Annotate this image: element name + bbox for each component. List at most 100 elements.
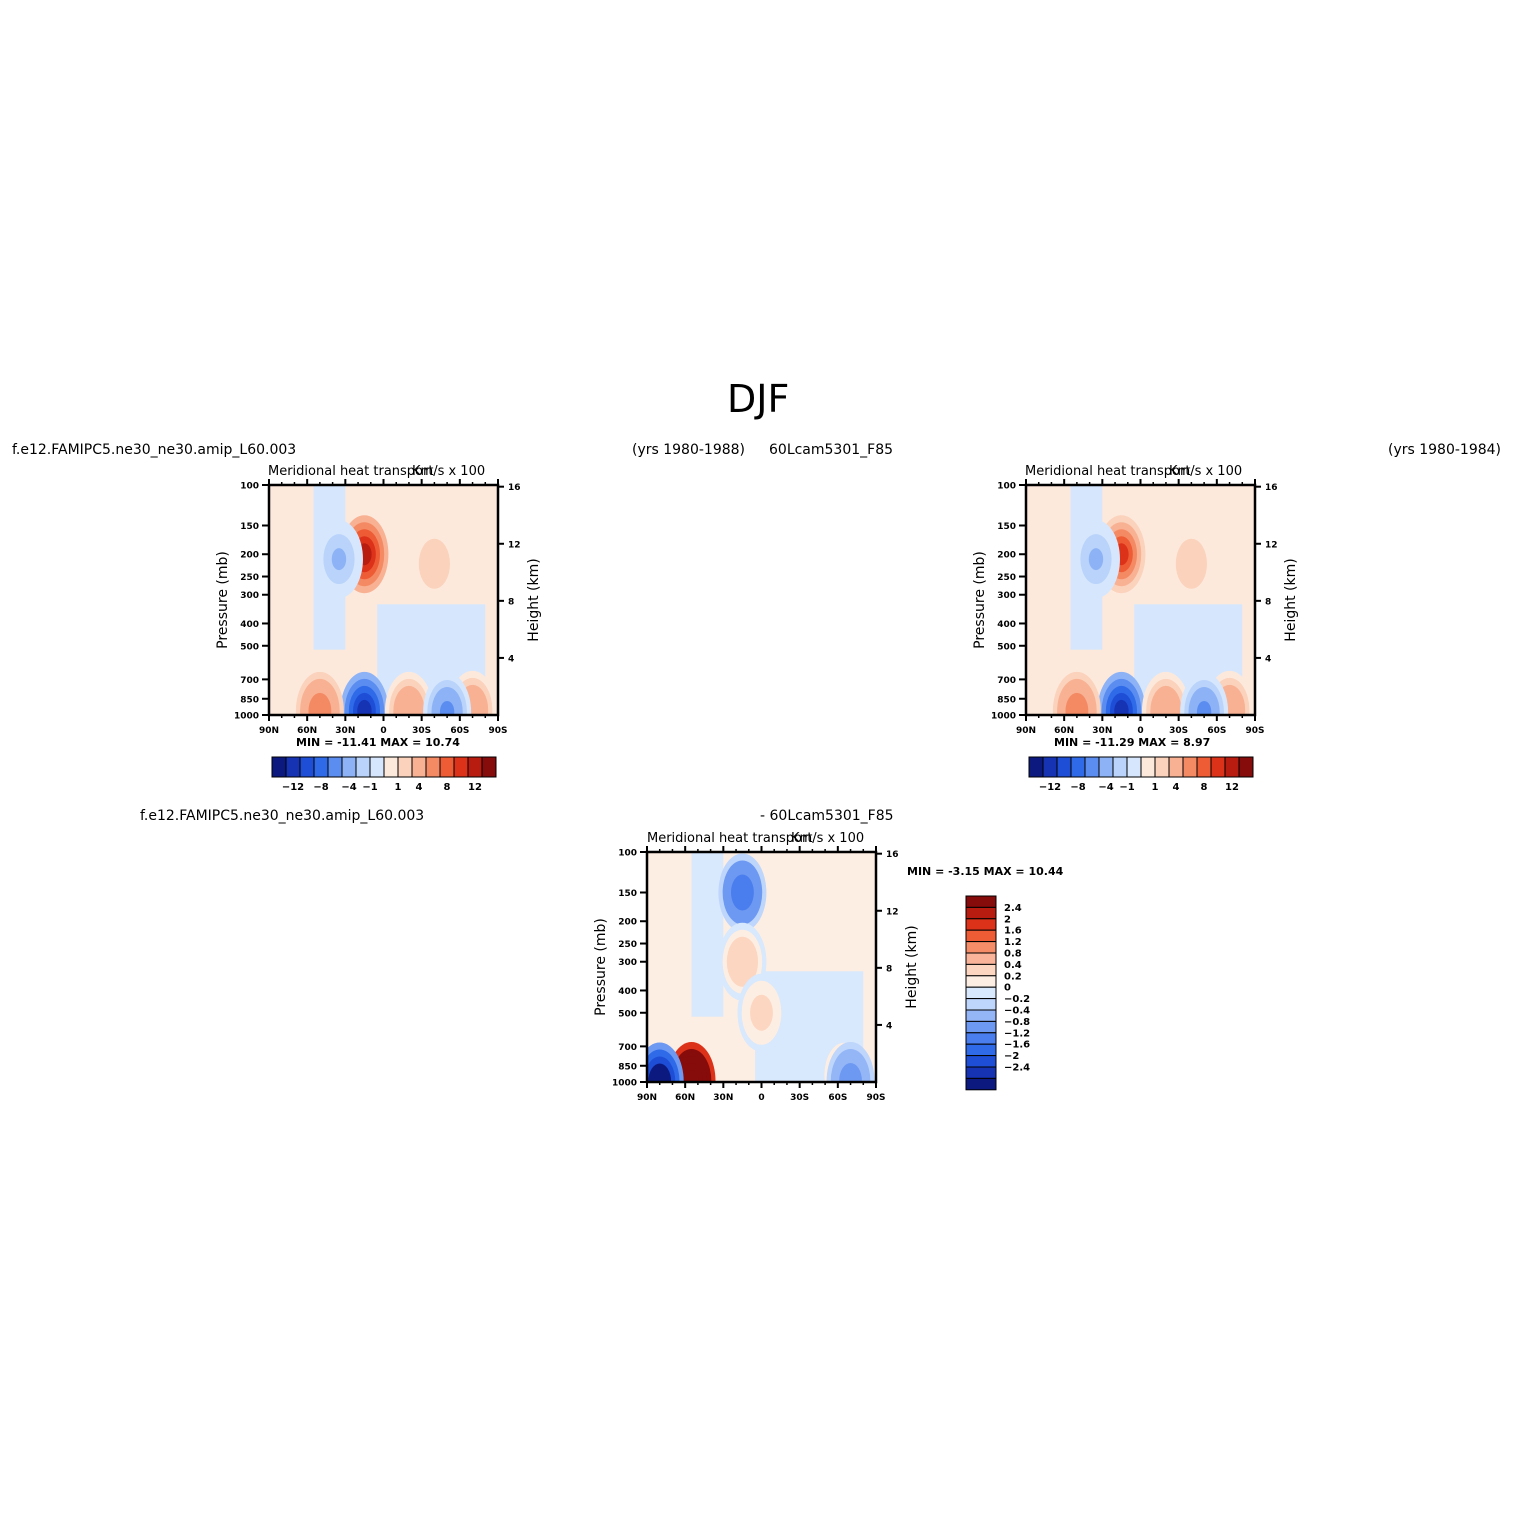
colorbar-swatch (965, 906, 997, 920)
y-right-tick-label: 16 (1265, 483, 1278, 493)
colorbar-swatch (481, 756, 497, 778)
colorbar-swatch (965, 941, 997, 954)
colorbar-swatch (965, 1032, 997, 1045)
y-axis-label: Pressure (mb) (593, 918, 609, 1016)
y-tick-label: 100 (240, 482, 259, 492)
contour-feature-6 (843, 1069, 858, 1082)
colorbar-swatch (369, 756, 385, 778)
colorbar-swatch (1084, 756, 1100, 778)
colorbar-label: 4 (1173, 782, 1180, 793)
colorbar-label: 0.2 (1004, 971, 1022, 982)
panel-2-field (1026, 485, 1255, 715)
x-tick-label: 60N (297, 726, 317, 736)
y-right-tick-label: 4 (1265, 654, 1271, 664)
panel-3-colorbar: 2.421.61.20.80.40.20−0.2−0.4−0.8−1.2−1.6… (965, 895, 1030, 1091)
colorbar-label: 12 (1225, 782, 1239, 793)
colorbar-label: 2.4 (1004, 903, 1022, 914)
colorbar-label: −8 (313, 782, 328, 793)
x-tick-label: 0 (380, 726, 386, 736)
panel-1-plot: 100 150 200 250 300 400 500 700 850 1000 16 12 8 4 90N… (215, 479, 542, 736)
y-right-tick-label: 12 (508, 540, 521, 550)
colorbar-label: 2 (1004, 914, 1011, 925)
y-right-tick-label: 8 (886, 964, 892, 974)
colorbar-swatch (965, 895, 997, 908)
colorbar-label: 0.4 (1004, 960, 1022, 971)
colorbar-swatch (1168, 756, 1184, 778)
colorbar-swatch (1056, 756, 1072, 778)
colorbar-swatch (965, 918, 997, 931)
x-tick-label: 60N (675, 1093, 695, 1103)
contour-feature-3 (401, 699, 417, 715)
x-tick-label: 90S (866, 1093, 885, 1103)
contour-feature-4 (754, 1001, 769, 1024)
colorbar-swatch (965, 975, 997, 988)
contour-feature-0 (684, 1069, 699, 1082)
x-tick-label: 30S (790, 1093, 809, 1103)
colorbar-label: −4 (341, 782, 356, 793)
colorbar-swatch (453, 756, 469, 778)
colorbar-swatch (327, 756, 343, 778)
y-axis-label: Pressure (mb) (215, 551, 231, 649)
x-tick-label: 90S (488, 726, 507, 736)
y-tick-label: 1000 (991, 712, 1016, 722)
colorbar-swatch (965, 1055, 997, 1068)
panel-1-units: Km/s x 100 (412, 464, 486, 479)
colorbar-label: −1 (362, 782, 377, 793)
panel-2-title: Meridional heat transport (1025, 464, 1191, 479)
years-label-test: (yrs 1980-1988) (632, 442, 746, 458)
colorbar-label: −1.2 (1004, 1028, 1030, 1039)
panel-2-units: Km/s x 100 (1169, 464, 1243, 479)
colorbar-label: −2 (1004, 1051, 1019, 1062)
y-tick-label: 400 (618, 987, 637, 997)
panel-2-stats: MIN = -11.29 MAX = 8.97 (1054, 736, 1211, 749)
colorbar-swatch (1070, 756, 1086, 778)
contour-feature-2 (735, 881, 750, 904)
colorbar-swatch (467, 756, 483, 778)
colorbar-label: 1 (1152, 782, 1159, 793)
x-tick-label: 30S (412, 726, 431, 736)
panel-3-stats: MIN = -3.15 MAX = 10.44 (907, 865, 1064, 878)
colorbar-swatch (271, 756, 287, 778)
colorbar-swatch (341, 756, 357, 778)
colorbar-label: −1 (1119, 782, 1134, 793)
x-tick-label: 30N (1092, 726, 1112, 736)
colorbar-swatch (1112, 756, 1128, 778)
page-title: DJF (727, 377, 790, 421)
panel-3-title: Meridional heat transport (647, 831, 813, 846)
x-tick-label: 0 (758, 1093, 764, 1103)
y-right-axis-label: Height (km) (526, 558, 542, 641)
y-tick-label: 250 (240, 573, 259, 583)
colorbar-label: 1 (395, 782, 402, 793)
colorbar-swatch (965, 1043, 997, 1057)
y-right-axis-label: Height (km) (1283, 558, 1299, 641)
panel-1-field (269, 485, 498, 715)
colorbar-swatch (383, 756, 399, 778)
y-right-tick-label: 8 (1265, 597, 1271, 607)
y-tick-label: 850 (997, 695, 1016, 705)
contour-feature-2 (1069, 699, 1085, 715)
y-tick-label: 200 (240, 551, 259, 561)
colorbar-swatch (1028, 756, 1044, 778)
y-tick-label: 250 (997, 573, 1016, 583)
x-tick-label: 30N (335, 726, 355, 736)
colorbar-swatch (1154, 756, 1170, 778)
y-tick-label: 250 (618, 940, 637, 950)
colorbar-swatch (965, 929, 997, 943)
colorbar-swatch (439, 756, 455, 778)
contour-feature-7 (439, 700, 455, 715)
y-tick-label: 200 (618, 918, 637, 928)
colorbar-label: −2.4 (1004, 1063, 1030, 1074)
colorbar-swatch (313, 756, 329, 778)
x-tick-label: 60S (1207, 726, 1226, 736)
x-tick-label: 30N (713, 1093, 733, 1103)
colorbar-swatch (965, 1009, 997, 1022)
y-tick-label: 700 (618, 1043, 637, 1053)
y-tick-label: 700 (997, 676, 1016, 686)
colorbar-label: 8 (444, 782, 451, 793)
colorbar-swatch (355, 756, 371, 778)
y-tick-label: 850 (618, 1062, 637, 1072)
panel-1-colorbar: −12 −8 −4 −1 1 4 8 12 (271, 756, 497, 793)
x-tick-label: 0 (1137, 726, 1143, 736)
contour-feature-6 (1184, 552, 1199, 575)
colorbar-label: −8 (1070, 782, 1085, 793)
